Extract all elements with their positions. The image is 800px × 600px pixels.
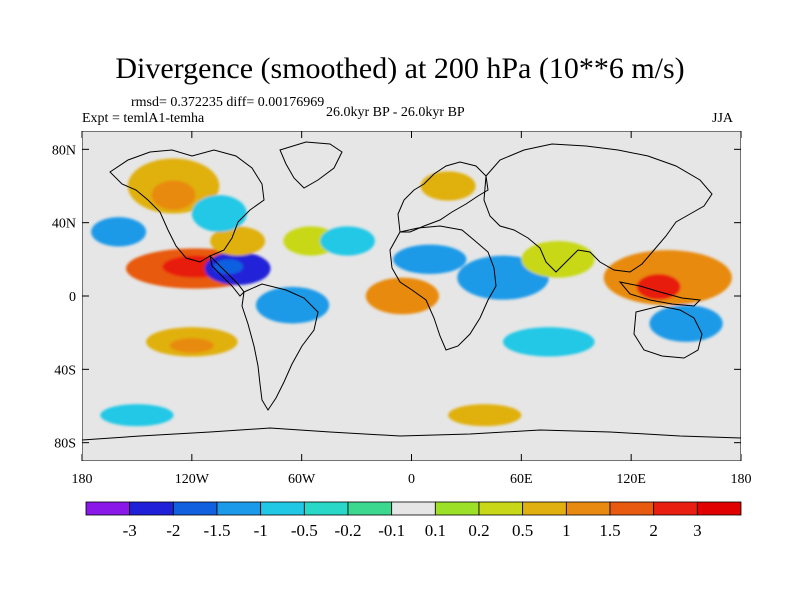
colorbar-swatch xyxy=(85,501,131,516)
y-tick-label: 80N xyxy=(52,143,76,158)
y-tick-label: 40S xyxy=(54,363,76,378)
colorbar-label: 2 xyxy=(649,521,658,540)
anomaly-field xyxy=(91,158,732,427)
anomaly-blob xyxy=(210,226,266,256)
x-tick-label: 120W xyxy=(175,472,210,487)
colorbar: -3 -2 -1.5 -1 -0.5 -0.2 -0.1 0.1 0.2 0.5 1 1.5 2 3 xyxy=(85,501,742,540)
colorbar-label: 1.5 xyxy=(599,521,620,540)
colorbar-label: 3 xyxy=(693,521,702,540)
anomaly-blob xyxy=(191,195,247,232)
colorbar-label: -0.1 xyxy=(378,521,405,540)
antarctica-coastline xyxy=(82,427,741,441)
colorbar-label: -1 xyxy=(254,521,268,540)
coastlines xyxy=(82,141,741,441)
y-tick-label: 40N xyxy=(52,217,76,232)
colorbar-label: 0.5 xyxy=(512,521,533,540)
plot-title: Divergence (smoothed) at 200 hPa (10**6 … xyxy=(115,52,685,85)
colorbar-swatch xyxy=(260,501,305,516)
colorbar-swatch xyxy=(434,501,480,516)
colorbar-label: -0.5 xyxy=(291,521,318,540)
anomaly-blob xyxy=(255,286,330,324)
indonesia-coastline xyxy=(618,281,702,307)
anomaly-blob xyxy=(151,180,196,210)
north-america-coastline xyxy=(109,149,265,263)
colorbar-label: 1 xyxy=(562,521,571,540)
x-tick-label: 60W xyxy=(288,472,316,487)
colorbar-swatch xyxy=(565,501,611,516)
x-tick-label: 180 xyxy=(72,472,93,487)
x-tick-label: 120E xyxy=(616,472,646,487)
anomaly-blob xyxy=(521,241,595,278)
colorbar-swatch xyxy=(347,501,393,516)
europe-coastline xyxy=(397,161,489,233)
anomaly-blob xyxy=(169,338,214,353)
asia-coastline xyxy=(483,143,713,273)
colorbar-label: -3 xyxy=(123,521,137,540)
colorbar-swatch xyxy=(129,501,174,516)
colorbar-swatch xyxy=(478,501,524,516)
south-america-coastline xyxy=(241,283,319,411)
rmsd-diff-stats: rmsd= 0.372235 diff= 0.00176969 xyxy=(131,95,325,110)
y-tick-label: 0 xyxy=(69,290,76,305)
colorbar-label: 0.1 xyxy=(425,521,446,540)
anomaly-blob xyxy=(503,327,595,357)
greenland-coastline xyxy=(279,141,343,189)
anomaly-blob xyxy=(636,274,681,300)
anomaly-blob xyxy=(420,171,476,201)
colorbar-swatch xyxy=(391,501,436,516)
colorbar-label: -2 xyxy=(166,521,180,540)
experiment-label: Expt = temlA1-temha xyxy=(82,111,205,126)
anomaly-blob xyxy=(91,217,147,247)
anomaly-blob xyxy=(393,244,467,274)
anomaly-blob xyxy=(213,259,244,274)
season-label: JJA xyxy=(712,111,734,126)
x-tick-label: 60E xyxy=(510,472,533,487)
time-period: 26.0kyr BP - 26.0kyr BP xyxy=(326,105,465,120)
colorbar-swatch xyxy=(303,501,349,516)
colorbar-label: -0.2 xyxy=(335,521,362,540)
colorbar-swatch xyxy=(696,501,742,516)
anomaly-blob xyxy=(100,404,174,427)
x-tick-label: 180 xyxy=(731,472,752,487)
y-tick-label: 80S xyxy=(54,437,76,452)
colorbar-swatch xyxy=(522,501,567,516)
colorbar-label: 0.2 xyxy=(468,521,489,540)
central-america-coastline xyxy=(209,254,245,297)
colorbar-swatch xyxy=(653,501,698,516)
australia-coastline xyxy=(633,305,703,359)
colorbar-swatch xyxy=(216,501,262,516)
axes: 80N 40N 0 40S 80S 180 120W 60W 0 60E 120E 180 xyxy=(52,131,752,487)
colorbar-label: -1.5 xyxy=(204,521,231,540)
anomaly-blob xyxy=(365,277,439,315)
x-tick-label: 0 xyxy=(408,472,415,487)
anomaly-blob xyxy=(649,305,723,342)
colorbar-swatch xyxy=(172,501,218,516)
africa-coastline xyxy=(389,225,497,351)
colorbar-swatch xyxy=(609,501,655,516)
anomaly-blob xyxy=(448,404,522,427)
map-area xyxy=(82,131,741,461)
anomaly-blob xyxy=(319,226,375,256)
